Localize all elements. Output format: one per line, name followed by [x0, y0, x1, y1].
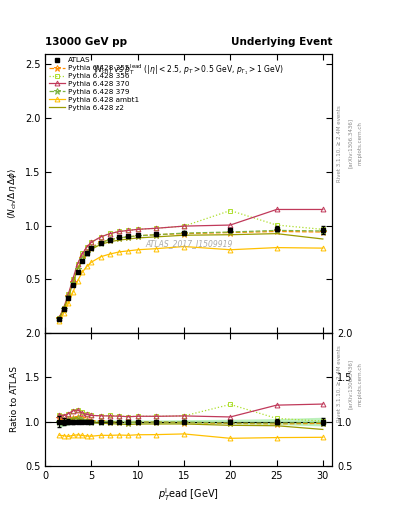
Text: ATLAS_2017_I1509919: ATLAS_2017_I1509919 [145, 239, 232, 248]
Text: Underlying Event: Underlying Event [231, 37, 332, 47]
Text: [arXiv:1306.3436]: [arXiv:1306.3436] [348, 118, 353, 168]
Text: Rivet 3.1.10, ≥ 2.4M events: Rivet 3.1.10, ≥ 2.4M events [336, 105, 342, 182]
Legend: ATLAS, Pythia 6.428 355, Pythia 6.428 356, Pythia 6.428 370, Pythia 6.428 379, P: ATLAS, Pythia 6.428 355, Pythia 6.428 35… [48, 56, 140, 112]
Text: $\langle N_{\rm ch}\rangle$ vs $p_T^{\rm lead}$ ($|\eta|<2.5$, $p_T>0.5$ GeV, $p: $\langle N_{\rm ch}\rangle$ vs $p_T^{\rm… [93, 62, 284, 77]
Text: Rivet 3.1.10, ≥ 2.4M events: Rivet 3.1.10, ≥ 2.4M events [336, 346, 342, 422]
Text: 13000 GeV pp: 13000 GeV pp [45, 37, 127, 47]
Text: mcplots.cern.ch: mcplots.cern.ch [358, 121, 363, 165]
Y-axis label: $\langle N_{\rm ch}/ \Delta\eta\,\Delta\phi\rangle$: $\langle N_{\rm ch}/ \Delta\eta\,\Delta\… [6, 168, 19, 219]
X-axis label: $p_T^{\rm l}$ead [GeV]: $p_T^{\rm l}$ead [GeV] [158, 486, 219, 503]
Y-axis label: Ratio to ATLAS: Ratio to ATLAS [10, 367, 19, 433]
Text: [arXiv:1306.3436]: [arXiv:1306.3436] [348, 359, 353, 409]
Text: mcplots.cern.ch: mcplots.cern.ch [358, 362, 363, 406]
